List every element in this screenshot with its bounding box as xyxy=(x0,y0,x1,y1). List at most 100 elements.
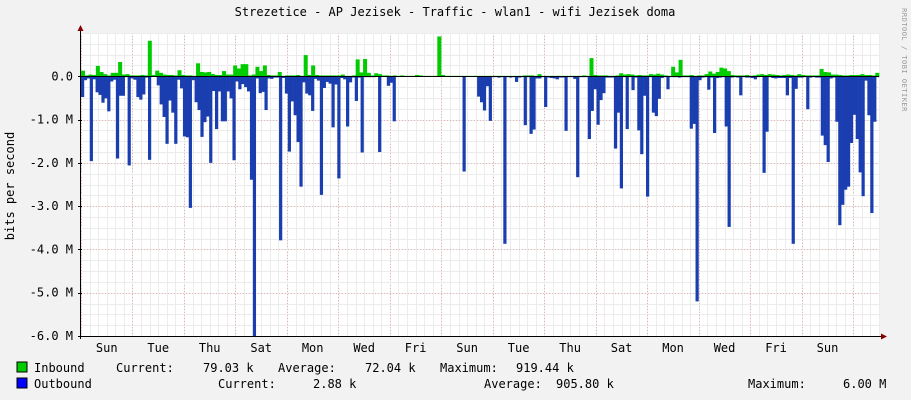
outbound-bar xyxy=(235,76,239,82)
inbound-bar xyxy=(678,59,683,77)
outbound-bar xyxy=(217,76,222,92)
x-tick-label: Fri xyxy=(405,341,427,355)
outbound-bar xyxy=(753,76,757,80)
outbound-bar xyxy=(267,76,271,79)
y-tick-label: -5.0 M xyxy=(30,286,73,300)
inbound-bar xyxy=(808,75,813,77)
inbound-bar xyxy=(225,74,230,77)
outbound-bar xyxy=(174,76,178,144)
inbound-bar xyxy=(704,74,709,77)
inbound-bar xyxy=(637,74,642,77)
inbound-bar xyxy=(767,74,772,77)
outbound-bar xyxy=(849,76,854,143)
x-tick-label: Thu xyxy=(559,341,581,355)
outbound-bar xyxy=(715,76,720,79)
outbound-bar xyxy=(867,76,871,116)
outbound-bar xyxy=(139,76,143,100)
y-tick-label: -6.0 M xyxy=(30,329,73,343)
outbound-current-label: Current: xyxy=(218,377,276,391)
inbound-bar xyxy=(125,74,130,77)
outbound-bar xyxy=(133,76,137,80)
outbound-bar xyxy=(130,76,134,79)
inbound-bar xyxy=(184,75,189,77)
inbound-bar xyxy=(763,74,768,77)
inbound-bar xyxy=(752,75,757,77)
inbound-series xyxy=(81,36,880,77)
inbound-bar xyxy=(804,75,809,77)
outbound-bar xyxy=(113,76,117,80)
inbound-bar xyxy=(363,58,368,77)
x-tick-label: Wed xyxy=(714,341,736,355)
outbound-bar xyxy=(302,76,306,83)
inbound-bar xyxy=(674,72,679,77)
outbound-bar xyxy=(532,76,536,130)
inbound-bar xyxy=(589,58,594,77)
inbound-bar xyxy=(99,71,104,77)
inbound-legend-swatch xyxy=(16,361,28,373)
outbound-bar xyxy=(296,76,300,143)
outbound-bar xyxy=(777,76,781,79)
outbound-bar xyxy=(147,76,152,160)
inbound-bar xyxy=(233,65,238,77)
inbound-bar xyxy=(337,75,342,77)
outbound-bar xyxy=(529,76,533,134)
x-tick-label: Sun xyxy=(817,341,839,355)
outbound-bar xyxy=(378,76,382,153)
inbound-bar xyxy=(351,75,356,77)
outbound-bar xyxy=(325,76,329,82)
inbound-bar xyxy=(325,75,330,77)
inbound-bar xyxy=(285,75,290,77)
inbound-bar xyxy=(95,65,100,77)
x-tick-label: Wed xyxy=(353,341,375,355)
inbound-bar xyxy=(615,75,620,77)
inbound-bar xyxy=(593,74,598,77)
inbound-bar xyxy=(789,74,794,77)
inbound-bar xyxy=(686,75,691,77)
outbound-bar xyxy=(264,76,268,111)
outbound-bar xyxy=(392,76,396,122)
inbound-bar xyxy=(374,73,379,77)
outbound-bar xyxy=(165,76,169,144)
inbound-bar xyxy=(719,67,724,77)
inbound-bar xyxy=(106,75,111,77)
inbound-bar xyxy=(318,75,323,77)
outbound-bar xyxy=(319,76,324,195)
outbound-bar xyxy=(115,76,120,159)
inbound-bar xyxy=(203,72,208,77)
outbound-bar xyxy=(873,76,877,122)
inbound-bar xyxy=(823,71,828,77)
outbound-bar xyxy=(613,76,618,149)
inbound-bar xyxy=(207,71,212,77)
inbound-bar xyxy=(723,68,728,77)
x-tick-label: Tue xyxy=(508,341,530,355)
outbound-bar xyxy=(855,76,859,140)
inbound-bar xyxy=(173,75,178,77)
inbound-bar xyxy=(648,74,653,77)
inbound-bar xyxy=(793,75,798,77)
outbound-bar xyxy=(712,76,717,133)
outbound-bar xyxy=(841,76,845,205)
vendor-label: RRDTOOL / TOBI OETIKER xyxy=(900,8,908,112)
inbound-bar xyxy=(196,63,201,77)
inbound-bar xyxy=(355,59,360,77)
x-tick-label: Thu xyxy=(199,341,221,355)
inbound-current-value: 79.03 k xyxy=(203,361,254,375)
y-axis-arrow xyxy=(77,25,84,31)
outbound-bar xyxy=(168,76,172,101)
outbound-bar xyxy=(844,76,848,190)
outbound-bar xyxy=(308,76,312,96)
outbound-bar xyxy=(89,76,93,162)
outbound-bar xyxy=(299,76,303,187)
inbound-bar xyxy=(92,74,97,77)
outbound-bar xyxy=(523,76,527,126)
inbound-bar xyxy=(418,75,423,77)
inbound-bar xyxy=(663,75,668,77)
inbound-bar xyxy=(441,74,446,77)
outbound-bar xyxy=(846,76,851,187)
inbound-bar xyxy=(84,75,89,77)
outbound-bar xyxy=(185,76,190,138)
inbound-bar xyxy=(737,75,742,77)
outbound-bar xyxy=(762,76,766,173)
inbound-bar xyxy=(827,72,832,77)
outbound-average-label: Average: xyxy=(484,377,542,391)
